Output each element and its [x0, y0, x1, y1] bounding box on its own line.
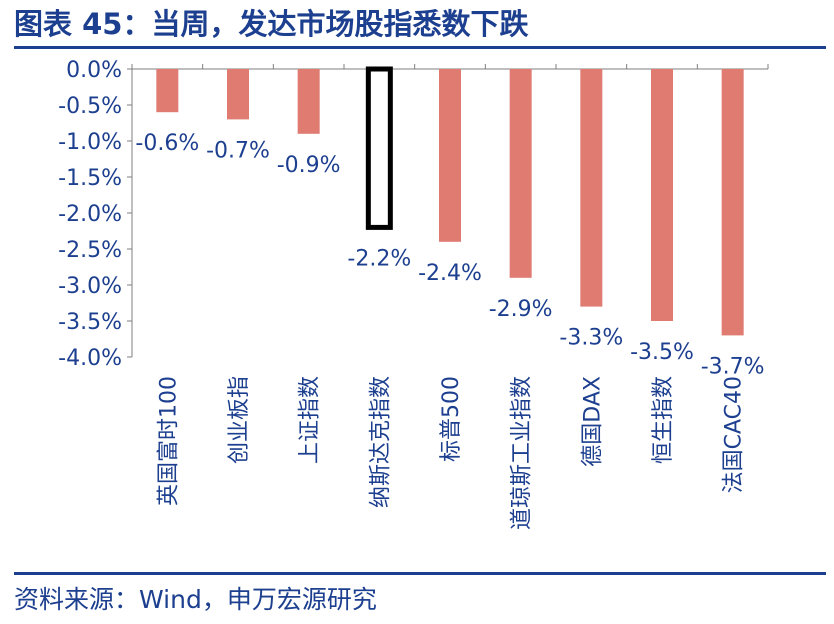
- bar: [580, 69, 603, 307]
- y-tick-label: -1.5%: [58, 166, 122, 191]
- chart-title: 图表 45：当周，发达市场股指悉数下跌: [14, 7, 529, 41]
- y-tick-label: -0.5%: [58, 94, 122, 119]
- data-label: -3.7%: [701, 354, 765, 379]
- data-label: -2.4%: [418, 261, 482, 286]
- y-tick-label: -2.5%: [58, 238, 122, 263]
- data-label: -3.3%: [559, 326, 623, 351]
- category-label: 标普500: [439, 376, 464, 462]
- y-tick-label: -4.0%: [58, 346, 122, 371]
- category-label: 德国DAX: [580, 376, 605, 467]
- y-tick-label: -2.0%: [58, 202, 122, 227]
- footer-divider: [14, 572, 826, 575]
- category-label: 法国CAC40: [722, 376, 747, 493]
- category-label: 纳斯达克指数: [368, 376, 393, 508]
- data-label: -2.9%: [489, 297, 553, 322]
- bar: [227, 69, 249, 120]
- y-tick-label: -3.5%: [58, 310, 122, 335]
- category-label: 上证指数: [298, 376, 323, 464]
- y-tick-label: -1.0%: [58, 130, 122, 155]
- data-label: -3.5%: [630, 340, 694, 365]
- category-label: 英国富时100: [156, 376, 181, 506]
- bar: [509, 69, 532, 278]
- source-note: 资料来源：Wind，申万宏源研究: [14, 585, 377, 614]
- bar: [297, 69, 320, 134]
- category-label: 恒生指数: [651, 376, 676, 464]
- y-tick-label: -3.0%: [58, 274, 122, 299]
- data-label: -0.7%: [206, 138, 270, 163]
- data-label: -0.6%: [135, 131, 199, 156]
- bar-highlighted: [365, 66, 393, 230]
- bar: [156, 69, 179, 113]
- category-label: 创业板指: [227, 376, 252, 464]
- data-label: -0.9%: [277, 153, 341, 178]
- y-tick-label: 0.0%: [66, 58, 122, 83]
- title-divider: [14, 46, 826, 49]
- bar-chart: 0.0%-0.5%-1.0%-1.5%-2.0%-2.5%-3.0%-3.5%-…: [58, 58, 769, 530]
- bar: [439, 69, 461, 242]
- bar: [721, 69, 744, 336]
- data-label: -2.2%: [347, 246, 411, 271]
- bar: [651, 69, 673, 321]
- category-label: 道琼斯工业指数: [510, 376, 535, 530]
